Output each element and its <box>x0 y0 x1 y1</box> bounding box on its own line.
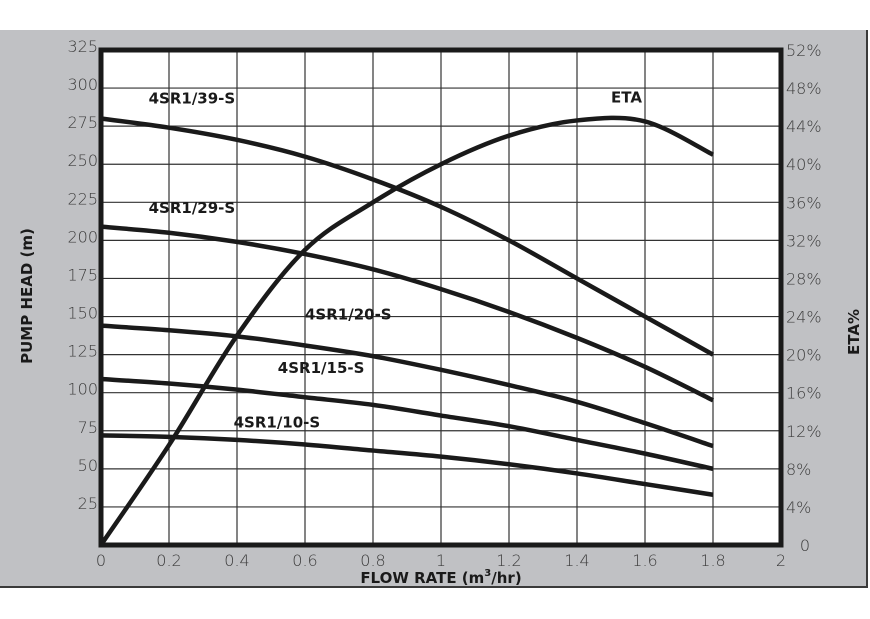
y-tick-label: 300 <box>67 75 98 94</box>
x-tick-label: 0 <box>96 551 106 570</box>
y2-axis-title: ETA% <box>845 309 863 355</box>
y-axis-title: PUMP HEAD (m) <box>18 228 36 364</box>
y-tick-label: 100 <box>67 380 98 399</box>
y-tick-label: 325 <box>67 37 98 56</box>
y2-tick-label: 16% <box>786 384 822 403</box>
y-tick-label: 225 <box>67 189 98 208</box>
x-tick-label: 2 <box>776 551 786 570</box>
y-tick-label: 250 <box>67 151 98 170</box>
y2-tick-label: 8% <box>786 460 811 479</box>
curve-label: 4SR1/15-S <box>278 359 365 377</box>
y2-tick-label: 44% <box>786 117 822 136</box>
x-tick-label: 0.8 <box>360 551 385 570</box>
plot-frame <box>98 47 784 548</box>
y-tick-label: 150 <box>67 304 98 323</box>
curve-label: 4SR1/10-S <box>234 414 321 432</box>
y-tick-label: 125 <box>67 342 98 361</box>
x-tick-label: 1.4 <box>564 551 589 570</box>
y2-tick-label: 52% <box>786 41 822 60</box>
curve-labels: 4SR1/39-S 4SR1/29-S 4SR1/20-S 4SR1/15-S 4SR1… <box>149 88 643 431</box>
curve-label: 4SR1/29-S <box>149 199 236 217</box>
y-tick-label: 275 <box>67 113 98 132</box>
x-axis-title: FLOW RATE (m3/hr) <box>360 568 521 587</box>
x-tick-label: 0.2 <box>156 551 181 570</box>
curve-4sr1-20-s <box>100 323 714 449</box>
y2-tick-label: 48% <box>786 79 822 98</box>
y2-tick-label: 36% <box>786 193 822 212</box>
y-tick-label: 25 <box>78 494 98 513</box>
x-axis-ticks: 0 0.2 0.4 0.6 0.8 1 1.2 1.4 1.6 1.8 2 <box>96 551 786 570</box>
y2-tick-label: 28% <box>786 269 822 288</box>
x-tick-label: 1.2 <box>496 551 521 570</box>
x-tick-label: 0.6 <box>292 551 317 570</box>
x-tick-label: 1.6 <box>632 551 657 570</box>
curve-label: 4SR1/39-S <box>149 89 236 107</box>
y2-tick-label: 0 <box>800 536 810 555</box>
x-tick-label: 1.8 <box>700 551 725 570</box>
y2-tick-label: 20% <box>786 346 822 365</box>
x-tick-label: 0.4 <box>224 551 249 570</box>
curves <box>99 115 715 547</box>
curve-label: ETA <box>611 88 642 106</box>
y2-tick-label: 12% <box>786 422 822 441</box>
y2-tick-label: 40% <box>786 155 822 174</box>
y2-tick-label: 32% <box>786 231 822 250</box>
x-tick-label: 1 <box>436 551 446 570</box>
y2-axis-ticks: 0 4% 8% 12% 16% 20% 24% 28% 32% 36% 40% 44% 48% 52% <box>786 41 822 555</box>
y2-tick-label: 24% <box>786 308 822 327</box>
curve-4sr1-39-s <box>100 116 715 357</box>
curve-4sr1-10-s <box>100 433 714 497</box>
y2-tick-label: 4% <box>786 498 811 517</box>
y-tick-label: 75 <box>78 418 98 437</box>
y-tick-label: 50 <box>78 456 98 475</box>
curve-4sr1-29-s <box>100 224 714 403</box>
y-axis-ticks: 25 50 75 100 125 150 175 200 225 250 275 300 325 <box>67 37 98 513</box>
curve-eta <box>99 115 715 547</box>
y-tick-label: 200 <box>67 227 98 246</box>
curve-label: 4SR1/20-S <box>305 306 392 324</box>
y-tick-label: 175 <box>67 265 98 284</box>
